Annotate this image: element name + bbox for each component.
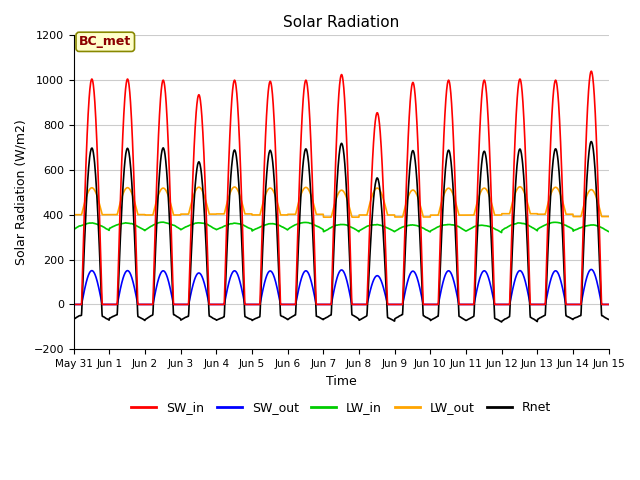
Line: Rnet: Rnet <box>74 142 609 322</box>
LW_out <box>357 212 365 218</box>
Rnet <box>605 316 612 322</box>
Rnet <box>368 216 376 222</box>
SW_in <box>605 301 612 307</box>
SW_out <box>219 301 227 307</box>
SW_in <box>70 301 77 307</box>
Rnet <box>356 317 364 323</box>
LW_in <box>498 230 506 236</box>
LW_out <box>70 212 77 217</box>
LW_in <box>573 227 580 232</box>
LW_in <box>159 219 167 225</box>
LW_in <box>558 221 566 227</box>
LW_out <box>516 184 524 190</box>
Rnet <box>219 314 227 320</box>
Line: LW_out: LW_out <box>74 187 609 217</box>
Rnet <box>557 211 565 216</box>
Rnet <box>70 316 77 322</box>
SW_out <box>356 301 364 307</box>
SW_out <box>497 301 504 307</box>
SW_in <box>368 167 376 173</box>
Line: SW_in: SW_in <box>74 71 609 304</box>
X-axis label: Time: Time <box>326 374 356 387</box>
Legend: SW_in, SW_out, LW_in, LW_out, Rnet: SW_in, SW_out, LW_in, LW_out, Rnet <box>126 396 556 420</box>
LW_out <box>605 214 612 219</box>
SW_out <box>557 280 565 286</box>
LW_out <box>558 196 566 202</box>
LW_out <box>497 212 504 218</box>
LW_in <box>70 227 77 232</box>
SW_out <box>605 301 612 307</box>
SW_in <box>588 68 595 74</box>
SW_out <box>70 301 77 307</box>
Rnet <box>498 319 506 325</box>
LW_out <box>219 211 227 217</box>
SW_in <box>497 301 504 307</box>
SW_out <box>588 266 595 272</box>
LW_out <box>319 214 327 220</box>
Title: Solar Radiation: Solar Radiation <box>283 15 399 30</box>
LW_in <box>605 228 612 234</box>
LW_in <box>220 224 227 229</box>
SW_in <box>572 301 580 307</box>
Text: BC_met: BC_met <box>79 36 131 48</box>
LW_in <box>369 222 376 228</box>
SW_in <box>219 301 227 307</box>
LW_in <box>357 227 365 233</box>
Rnet <box>588 139 595 144</box>
LW_in <box>497 229 504 235</box>
Line: SW_out: SW_out <box>74 269 609 304</box>
LW_out <box>573 214 580 219</box>
Y-axis label: Solar Radiation (W/m2): Solar Radiation (W/m2) <box>15 120 28 265</box>
Rnet <box>573 314 580 320</box>
Rnet <box>497 318 504 324</box>
SW_in <box>557 157 565 163</box>
SW_out <box>572 301 580 307</box>
SW_in <box>356 301 364 307</box>
Line: LW_in: LW_in <box>74 222 609 233</box>
LW_out <box>369 192 376 198</box>
SW_out <box>368 281 376 287</box>
